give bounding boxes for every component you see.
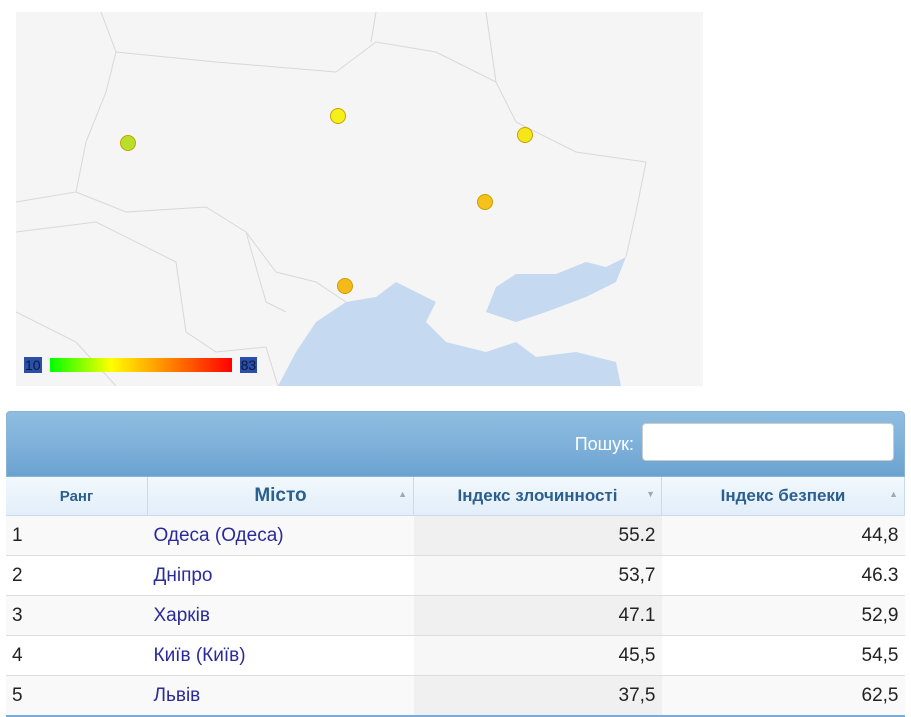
rank-cell: 1 [6,515,148,556]
city-link[interactable]: Дніпро [153,564,213,586]
city-link[interactable]: Харків [153,604,210,626]
crime-index-cell: 45,5 [413,635,662,676]
map-svg [15,11,647,387]
crime-index-cell: 37,5 [413,675,662,717]
sea-areas [278,257,626,386]
safety-index-cell: 62,5 [661,675,905,717]
marker-lviv[interactable] [120,135,136,151]
city-link[interactable]: Київ (Київ) [153,644,246,666]
safety-index-cell: 54,5 [661,635,905,676]
borders [15,11,647,387]
table-row: 1 Одеса (Одеса) 55.2 44,8 [6,515,905,556]
search-label: Пошук: [574,434,634,454]
city-cell: Дніпро [147,555,414,596]
header-city[interactable]: Місто ▲ [147,477,414,516]
rank-cell: 5 [6,675,148,717]
crime-index-cell: 53,7 [413,555,662,596]
header-label: Індекс безпеки [720,486,846,505]
safety-index-cell: 52,9 [661,595,905,636]
table-row: 2 Дніпро 53,7 46.3 [6,555,905,596]
city-cell: Харків [147,595,414,636]
city-cell: Київ (Київ) [147,635,414,676]
crime-map[interactable] [15,11,703,387]
city-link[interactable]: Львів [153,684,201,706]
legend-gradient [49,358,232,372]
legend-max: 83 [239,357,258,373]
header-crime-index[interactable]: Індекс злочинності ▼ [413,477,662,516]
safety-index-cell: 46.3 [661,555,905,596]
marker-dnipro[interactable] [477,194,493,210]
city-cell: Одеса (Одеса) [147,515,414,556]
table-row: 4 Київ (Київ) 45,5 54,5 [6,635,905,676]
crime-index-cell: 47.1 [413,595,662,636]
header-label: Індекс злочинності [457,486,618,505]
header-safety-index[interactable]: Індекс безпеки ▲ [661,477,905,516]
sort-asc-icon: ▲ [398,489,407,499]
marker-kyiv[interactable] [330,108,346,124]
header-label: Місто [254,485,307,506]
rank-cell: 2 [6,555,148,596]
sort-asc-icon: ▲ [889,489,898,499]
marker-odesa[interactable] [337,278,353,294]
header-rank[interactable]: Ранг [6,477,148,516]
table-row: 5 Львів 37,5 62,5 [6,675,905,717]
rank-cell: 4 [6,635,148,676]
rank-cell: 3 [6,595,148,636]
safety-index-cell: 44,8 [661,515,905,556]
table-toolbar: Пошук: [6,411,905,477]
table-row: 3 Харків 47.1 52,9 [6,595,905,636]
search-input[interactable] [642,423,894,461]
city-link[interactable]: Одеса (Одеса) [153,524,284,546]
ranking-table: Пошук: Ранг Місто ▲ Індекс злочинності ▼ І… [6,411,905,717]
crime-index-cell: 55.2 [413,515,662,556]
marker-kharkiv[interactable] [517,127,533,143]
header-label: Ранг [59,488,94,505]
legend-min: 10 [24,357,42,373]
sort-desc-icon: ▼ [646,489,655,499]
color-legend: 10 83 [24,357,258,373]
city-cell: Львів [147,675,414,717]
